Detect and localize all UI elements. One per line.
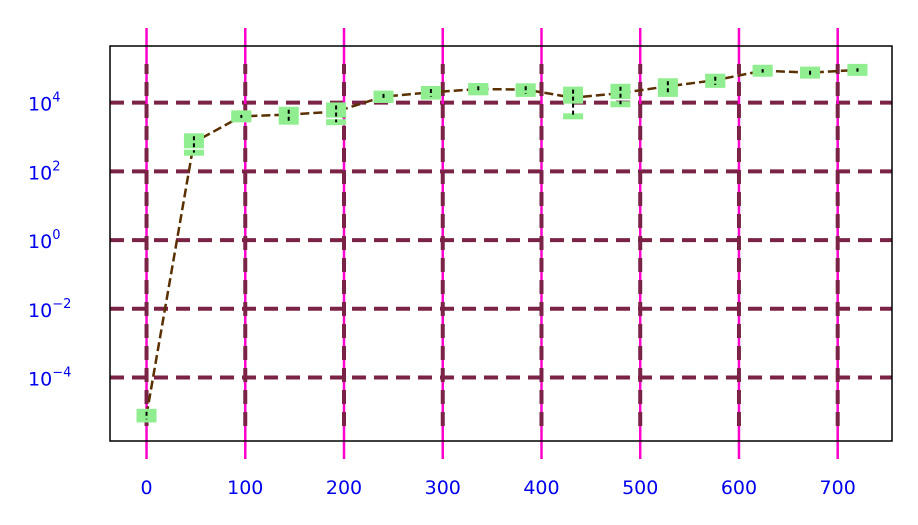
error-cap <box>563 113 584 120</box>
data-line <box>145 68 858 416</box>
x-axis: 0 100 200 300 400 500 600 700 <box>140 477 855 499</box>
y-axis: 10−4 10−2 100 102 104 <box>28 91 71 391</box>
data-point <box>610 87 631 100</box>
x-tick-label: 400 <box>523 477 559 499</box>
grid <box>110 28 892 459</box>
y-tick-label: 10−2 <box>28 297 71 322</box>
data-point <box>326 105 347 118</box>
x-tick-label: 200 <box>326 477 362 499</box>
data-point <box>657 80 678 93</box>
plot-area-frame <box>109 45 893 442</box>
data-point <box>278 108 299 121</box>
x-tick-label: 300 <box>425 477 461 499</box>
data-point <box>183 136 204 149</box>
error-cap <box>657 90 678 97</box>
x-tick-label: 700 <box>820 477 856 499</box>
x-tick-label: 0 <box>140 477 152 499</box>
x-tick-label: 600 <box>721 477 757 499</box>
x-tick-label: 100 <box>227 477 263 499</box>
error-cap <box>278 118 299 125</box>
y-tick-label: 100 <box>28 228 60 253</box>
y-tick-label: 104 <box>28 91 60 116</box>
x-tick-label: 500 <box>622 477 658 499</box>
series <box>136 63 868 423</box>
y-tick-label: 10−4 <box>28 365 71 390</box>
y-tick-label: 102 <box>28 159 60 184</box>
